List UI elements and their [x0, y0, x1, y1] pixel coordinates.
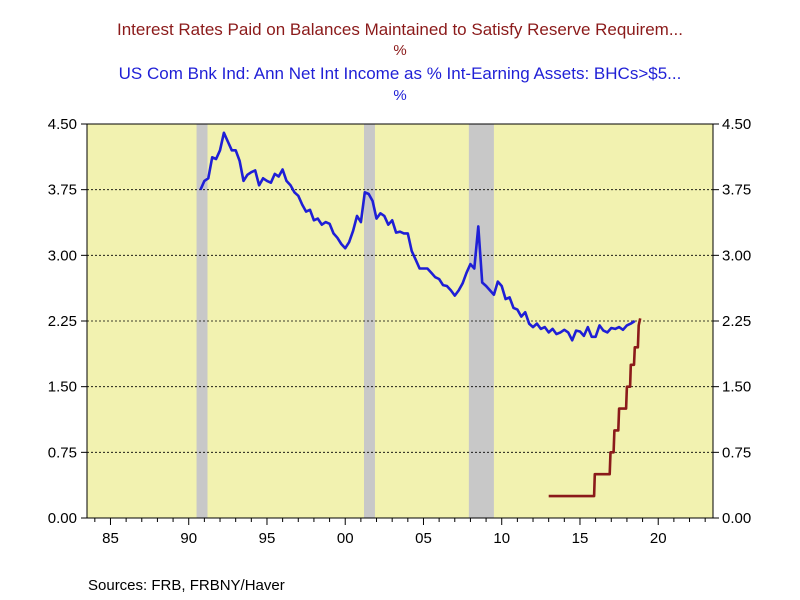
y-tick-label-right: 3.00 — [722, 247, 751, 264]
title-series-2: US Com Bnk Ind: Ann Net Int Income as % … — [118, 64, 682, 83]
y-tick-label-right: 3.75 — [722, 182, 751, 199]
source-note: Sources: FRB, FRBNY/Haver — [88, 577, 285, 594]
y-tick-label-right: 0.00 — [722, 510, 751, 527]
plot-frame — [86, 123, 714, 519]
title-series-1: Interest Rates Paid on Balances Maintain… — [116, 20, 683, 39]
x-tick-label: 05 — [415, 530, 432, 547]
x-tick-label: 85 — [102, 530, 119, 547]
series-line-2 — [548, 318, 642, 498]
y-tick-label-left: 4.50 — [48, 116, 77, 133]
recession-band — [196, 124, 208, 518]
y-tick-label-left: 1.50 — [48, 379, 77, 396]
y-tick-label-right: 2.25 — [722, 313, 751, 330]
recession-band — [468, 124, 494, 518]
y-tick-label-left: 2.25 — [48, 313, 77, 330]
recession-band — [364, 124, 375, 518]
y-tick-label-left: 3.00 — [48, 247, 77, 264]
x-tick-label: 10 — [493, 530, 510, 547]
y-tick-label-left: 0.75 — [48, 444, 77, 461]
x-tick-label: 95 — [259, 530, 276, 547]
x-tick-label: 20 — [650, 530, 667, 547]
x-tick-label: 15 — [572, 530, 589, 547]
y-tick-label-right: 0.75 — [722, 444, 751, 461]
x-tick-label: 90 — [180, 530, 197, 547]
unit-series-1: % — [393, 42, 407, 59]
y-tick-label-right: 4.50 — [722, 116, 751, 133]
x-tick-label: 00 — [337, 530, 354, 547]
y-tick-label-right: 1.50 — [722, 379, 751, 396]
series-line-1 — [199, 131, 636, 342]
y-tick-label-left: 3.75 — [48, 182, 77, 199]
y-tick-label-left: 0.00 — [48, 510, 77, 527]
unit-series-2: % — [393, 87, 407, 104]
